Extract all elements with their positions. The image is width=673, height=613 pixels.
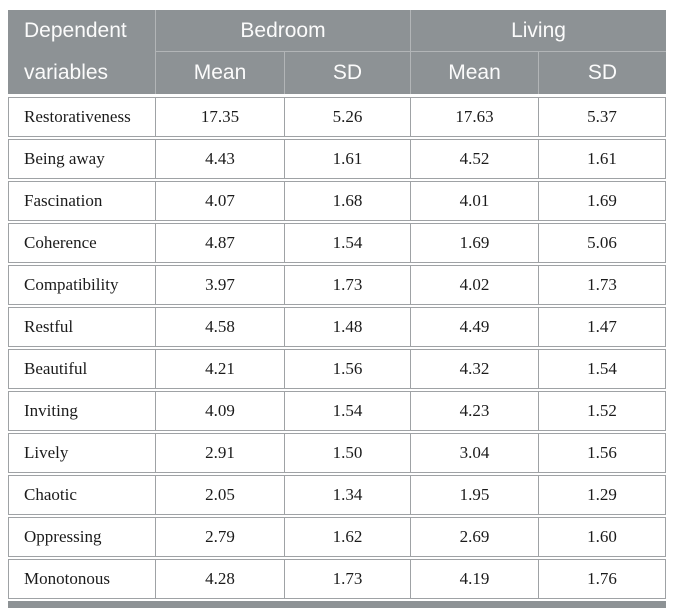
- cell-living-sd: 1.54: [587, 359, 617, 378]
- cell-bedroom-mean: 4.07: [156, 182, 285, 220]
- cell-bedroom-sd: 1.62: [285, 518, 411, 556]
- table-row: Oppressing 2.79 1.62 2.69 1.60: [8, 517, 666, 557]
- cell-bedroom-sd: 1.73: [285, 266, 411, 304]
- row-label: Lively: [9, 434, 156, 472]
- cell-bedroom-mean: 4.09: [156, 392, 285, 430]
- cell-bedroom-sd: 1.34: [285, 476, 411, 514]
- cell-living-mean: 4.52: [411, 140, 539, 178]
- table-row: Monotonous 4.28 1.73 4.19 1.76: [8, 559, 666, 599]
- cell-living-mean: 4.32: [411, 350, 539, 388]
- cell-living-sd: 1.76: [587, 569, 617, 588]
- cell-living-sd: 1.60: [587, 527, 617, 546]
- cell-living-sd: 1.29: [587, 485, 617, 504]
- cell-living-sd: 5.06: [587, 233, 617, 252]
- table-row: Inviting 4.09 1.54 4.23 1.52: [8, 391, 666, 431]
- cell-bedroom-sd: 1.50: [285, 434, 411, 472]
- cell-bedroom-mean: 2.05: [156, 476, 285, 514]
- cell-bedroom-sd: 1.54: [285, 224, 411, 262]
- row-label: Compatibility: [9, 266, 156, 304]
- cell-bedroom-sd: 5.26: [285, 98, 411, 136]
- cell-living-mean: 4.01: [411, 182, 539, 220]
- cell-living-mean: 4.19: [411, 560, 539, 598]
- table-row: Being away 4.43 1.61 4.52 1.61: [8, 139, 666, 179]
- header-group-bedroom: Bedroom: [156, 10, 411, 52]
- cell-living-mean: 4.49: [411, 308, 539, 346]
- cell-living-mean: 4.23: [411, 392, 539, 430]
- cell-bedroom-sd: 1.56: [285, 350, 411, 388]
- header-group-living: Living: [411, 10, 666, 52]
- cell-living-mean: 4.02: [411, 266, 539, 304]
- cell-living-mean: 3.04: [411, 434, 539, 472]
- table-row: Restorativeness 17.35 5.26 17.63 5.37: [8, 97, 666, 137]
- row-label: Inviting: [9, 392, 156, 430]
- header-dependent-line1: Dependent: [24, 19, 127, 42]
- row-label: Chaotic: [9, 476, 156, 514]
- table-row: Beautiful 4.21 1.56 4.32 1.54: [8, 349, 666, 389]
- table-row: Coherence 4.87 1.54 1.69 5.06: [8, 223, 666, 263]
- cell-living-sd: 1.73: [587, 275, 617, 294]
- cell-bedroom-sd: 1.68: [285, 182, 411, 220]
- header-living-mean: Mean: [411, 52, 539, 94]
- table-body: Restorativeness 17.35 5.26 17.63 5.37 Be…: [8, 97, 666, 599]
- cell-living-mean: 1.69: [411, 224, 539, 262]
- cell-bedroom-mean: 3.97: [156, 266, 285, 304]
- cell-bedroom-mean: 4.43: [156, 140, 285, 178]
- row-label: Monotonous: [9, 560, 156, 598]
- row-label: Beautiful: [9, 350, 156, 388]
- row-label: Fascination: [9, 182, 156, 220]
- header-bedroom-sd: SD: [285, 52, 411, 94]
- cell-bedroom-mean: 4.21: [156, 350, 285, 388]
- cell-bedroom-mean: 2.91: [156, 434, 285, 472]
- table-header: Dependent variables Bedroom Living Mean …: [8, 10, 666, 94]
- cell-bedroom-sd: 1.61: [285, 140, 411, 178]
- cell-bedroom-mean: 4.58: [156, 308, 285, 346]
- table-row: Chaotic 2.05 1.34 1.95 1.29: [8, 475, 666, 515]
- cell-living-sd: 1.52: [587, 401, 617, 420]
- cell-living-mean: 17.63: [411, 98, 539, 136]
- header-dependent-line2: variables: [24, 61, 109, 84]
- cell-bedroom-sd: 1.54: [285, 392, 411, 430]
- row-label: Oppressing: [9, 518, 156, 556]
- cell-living-mean: 1.95: [411, 476, 539, 514]
- table-row: Restful 4.58 1.48 4.49 1.47: [8, 307, 666, 347]
- cell-living-sd: 5.37: [587, 107, 617, 126]
- header-living-sd: SD: [587, 61, 618, 84]
- table-row: Fascination 4.07 1.68 4.01 1.69: [8, 181, 666, 221]
- cell-living-sd: 1.61: [587, 149, 617, 168]
- row-label: Coherence: [9, 224, 156, 262]
- cell-bedroom-mean: 2.79: [156, 518, 285, 556]
- cell-living-mean: 2.69: [411, 518, 539, 556]
- cell-living-sd: 1.56: [587, 443, 617, 462]
- cell-living-sd: 1.69: [587, 191, 617, 210]
- mean-sd-table: Dependent variables Bedroom Living Mean …: [8, 10, 666, 608]
- table-row: Lively 2.91 1.50 3.04 1.56: [8, 433, 666, 473]
- cell-living-sd: 1.47: [587, 317, 617, 336]
- cell-bedroom-mean: 17.35: [156, 98, 285, 136]
- cell-bedroom-mean: 4.28: [156, 560, 285, 598]
- table-footer-bar: [8, 601, 666, 608]
- row-label: Restorativeness: [9, 98, 156, 136]
- table-row: Compatibility 3.97 1.73 4.02 1.73: [8, 265, 666, 305]
- cell-bedroom-sd: 1.73: [285, 560, 411, 598]
- header-bedroom-mean: Mean: [156, 52, 285, 94]
- cell-bedroom-sd: 1.48: [285, 308, 411, 346]
- row-label: Being away: [9, 140, 156, 178]
- header-dependent-variables: Dependent variables: [8, 10, 156, 94]
- row-label: Restful: [9, 308, 156, 346]
- cell-bedroom-mean: 4.87: [156, 224, 285, 262]
